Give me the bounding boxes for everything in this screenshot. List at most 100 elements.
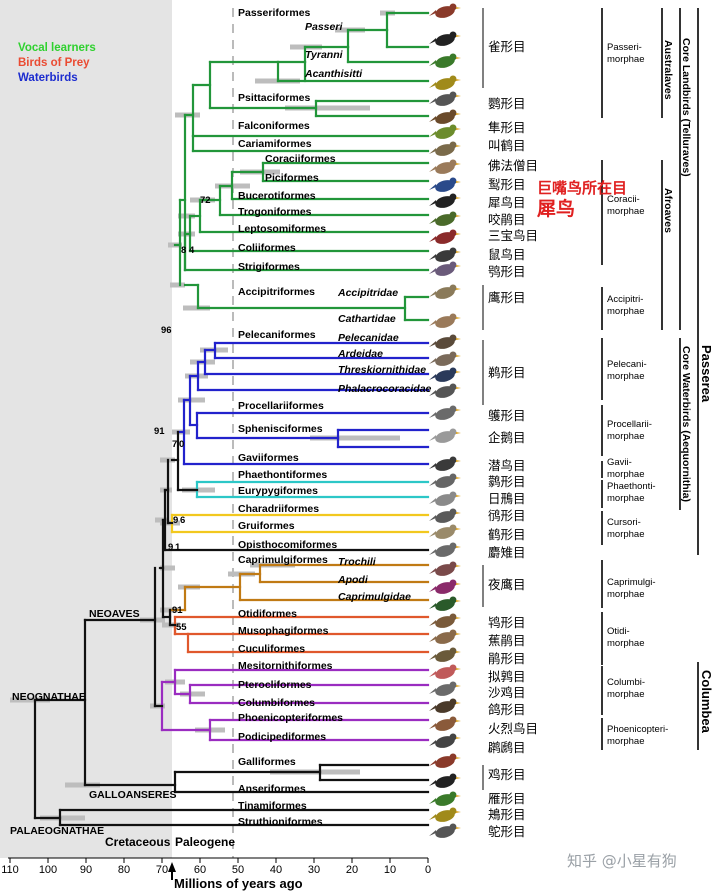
bird-icon xyxy=(429,284,461,299)
group-label: morphae xyxy=(607,206,645,217)
bootstrap-value: 1 xyxy=(175,542,181,553)
x-tick-label: 50 xyxy=(232,864,244,876)
group-label: Passeri- xyxy=(607,42,642,53)
order-label: Charadriiformes xyxy=(238,503,319,515)
order-label: Psittaciformes xyxy=(238,92,311,104)
order-label: Leptosomiformes xyxy=(238,223,326,235)
order-label: Opisthocomiformes xyxy=(238,539,337,551)
group-label: Cursori- xyxy=(607,517,641,528)
order-label: Pelecaniformes xyxy=(238,329,316,341)
chinese-order-name: 犀鸟目 xyxy=(488,195,526,210)
group-label: morphae xyxy=(607,306,645,317)
order-label: Trogoniformes xyxy=(238,206,312,218)
chinese-order-name: 咬鹃目 xyxy=(488,212,526,227)
family-label: Caprimulgidae xyxy=(338,591,411,603)
chinese-order-name: 雀形目 xyxy=(488,39,526,54)
bird-icon xyxy=(429,367,461,382)
bird-icon xyxy=(429,613,461,628)
group-label: morphae xyxy=(607,736,645,747)
chinese-order-name: 蕉鹃目 xyxy=(488,633,526,648)
supergroup-australaves: Australaves xyxy=(662,40,674,100)
bird-icon xyxy=(429,141,461,156)
group-label: Gavii- xyxy=(607,457,632,468)
supergroup-aequornithia: Core Waterbirds (Aequornithia) xyxy=(680,346,692,502)
group-label: Accipitri- xyxy=(607,294,643,305)
bird-icon xyxy=(429,473,461,488)
confidence-interval-bar xyxy=(170,282,185,288)
order-label: Pterocliformes xyxy=(238,679,312,691)
x-axis-title: Millions of years ago xyxy=(174,876,303,891)
x-tick-label: 20 xyxy=(346,864,358,876)
group-label: morphae xyxy=(607,529,645,540)
chinese-order-name: 沙鸡目 xyxy=(488,685,526,700)
group-label: morphae xyxy=(607,371,645,382)
bird-icon xyxy=(429,229,461,244)
clade-galloanseres: GALLOANSERES xyxy=(89,789,177,801)
supergroup-afroaves: Afroaves xyxy=(662,188,674,233)
group-label: Columbi- xyxy=(607,677,645,688)
order-label: Musophagiformes xyxy=(238,625,329,637)
bird-icon xyxy=(429,508,461,523)
confidence-interval-bar xyxy=(178,213,195,219)
group-label: morphae xyxy=(607,638,645,649)
chinese-order-name: 鹱形目 xyxy=(488,408,526,423)
group-label: Phaethonti- xyxy=(607,481,656,492)
taxon-labels: Passeriformes Psittaciformes Falconiformes… xyxy=(154,7,432,828)
order-label: Galliformes xyxy=(238,756,296,768)
bootstrap-value: 55 xyxy=(176,622,187,633)
bird-icon xyxy=(429,177,461,192)
bird-icon xyxy=(429,334,461,349)
supergroup-passerea: Passerea xyxy=(699,345,714,403)
confidence-interval-bar xyxy=(65,782,100,788)
order-label: Piciformes xyxy=(265,172,319,184)
bird-icon xyxy=(429,193,461,208)
bootstrap-value: 8 xyxy=(181,245,186,256)
x-tick-label: 40 xyxy=(270,864,282,876)
order-label: Accipitriformes xyxy=(238,286,315,298)
bird-icon xyxy=(429,791,461,806)
chinese-order-name: 鹦形目 xyxy=(488,96,526,111)
chinese-order-name: 鹃形目 xyxy=(488,651,526,666)
chinese-order-name: 叫鹤目 xyxy=(488,138,526,153)
order-label: Struthioniformes xyxy=(238,816,323,828)
bird-icon xyxy=(429,109,461,124)
bird-icon xyxy=(429,351,461,366)
chinese-order-name: 鸻形目 xyxy=(488,508,526,523)
bootstrap-value: 4 xyxy=(189,245,195,256)
bird-icon xyxy=(429,753,461,768)
group-label: morphae xyxy=(607,431,645,442)
chinese-order-name: 潜鸟目 xyxy=(488,458,526,473)
bird-icon xyxy=(429,542,461,557)
group-brackets: Passeri-morphaeCoracii-morphaeAccipitri-… xyxy=(482,8,699,790)
confidence-interval-bar xyxy=(182,487,215,493)
confidence-interval-bar xyxy=(285,105,370,111)
family-label: Accipitridae xyxy=(337,287,398,299)
chinese-order-names: 雀形目鹦形目隼形目叫鹤目佛法僧目䴕形目犀鸟目咬鹃目三宝鸟目鼠鸟目鸮形目鹰形目鹈形… xyxy=(488,39,538,839)
clade-neoaves: NEOAVES xyxy=(89,608,140,620)
clade-neognathae: NEOGNATHAE xyxy=(12,691,86,703)
bird-icon xyxy=(429,596,461,611)
clade-palaeognathae: PALAEOGNATHAE xyxy=(10,825,104,837)
confidence-interval-bar xyxy=(180,691,205,697)
watermark: 知乎 @小星有狗 xyxy=(567,852,677,870)
bird-icon xyxy=(429,211,461,226)
order-label: Phaethontiformes xyxy=(238,469,327,481)
family-label: Acanthisitti xyxy=(304,68,363,80)
chinese-order-name: 鹲形目 xyxy=(488,474,526,489)
chinese-order-name: 佛法僧目 xyxy=(488,158,538,173)
chinese-order-name: 鸵形目 xyxy=(488,824,526,839)
chinese-order-name: 雁形目 xyxy=(488,791,526,806)
period-paleogene: Paleogene xyxy=(175,835,235,849)
chinese-order-name: 鹰形目 xyxy=(488,290,526,305)
order-label: Eurypygiformes xyxy=(238,485,318,497)
x-tick-label: 100 xyxy=(39,864,57,876)
bird-icon xyxy=(429,491,461,506)
chinese-order-name: 企鹅目 xyxy=(488,430,526,445)
bird-icon xyxy=(429,456,461,471)
legend-waterbirds: Waterbirds xyxy=(18,72,78,84)
confidence-interval-bar xyxy=(178,397,205,403)
branches xyxy=(33,11,430,827)
chinese-order-name: 鸨形目 xyxy=(488,615,526,630)
bird-icon xyxy=(429,647,461,662)
confidence-interval-bar xyxy=(155,517,168,523)
